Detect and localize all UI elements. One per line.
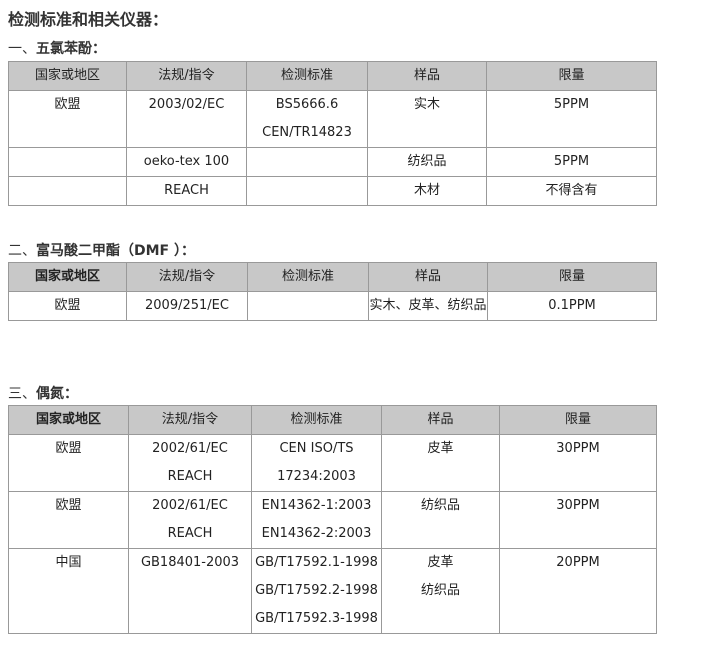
column-header: 法规/指令 bbox=[126, 61, 247, 91]
data-table: 国家或地区 法规/指令 检测标准 样品 限量 欧盟 2003/02/EC BS5666.6 CE… bbox=[8, 61, 657, 206]
table-cell bbox=[246, 176, 368, 206]
table-cell: 欧盟 bbox=[8, 90, 127, 148]
section-name: 偶氮： bbox=[36, 386, 78, 402]
column-header: 检测标准 bbox=[247, 262, 369, 292]
section-heading: 三、偶氮： bbox=[8, 383, 78, 403]
table-cell: 5PPM bbox=[486, 147, 657, 177]
page-title: 检测标准和相关仪器： bbox=[8, 10, 169, 29]
table-cell: 30PPM bbox=[499, 491, 657, 549]
section-number: 二、 bbox=[8, 243, 36, 259]
table-cell: 实木 bbox=[367, 90, 487, 148]
column-header: 法规/指令 bbox=[126, 262, 248, 292]
table-row: 欧盟 2003/02/EC BS5666.6 CEN/TR14823 实木 5PPM bbox=[8, 90, 657, 148]
column-header: 国家或地区 bbox=[8, 61, 127, 91]
table-cell: oeko-tex 100 bbox=[126, 147, 247, 177]
table-cell: 2009/251/EC bbox=[126, 291, 248, 321]
table-cell: 不得含有 bbox=[486, 176, 657, 206]
column-header: 样品 bbox=[368, 262, 488, 292]
column-header: 检测标准 bbox=[251, 405, 382, 435]
data-table: 国家或地区 法规/指令 检测标准 样品 限量 欧盟 2002/61/EC REACH CEN I… bbox=[8, 405, 657, 634]
table-cell bbox=[246, 147, 368, 177]
table-cell: 2003/02/EC bbox=[126, 90, 247, 148]
column-header: 限量 bbox=[486, 61, 657, 91]
table-cell: 30PPM bbox=[499, 434, 657, 492]
table-row: 中国 GB18401-2003 GB/T17592.1-1998 GB/T17592.… bbox=[8, 548, 657, 634]
data-table: 国家或地区 法规/指令 检测标准 样品 限量 欧盟 2009/251/EC 实木、皮革、纺织品… bbox=[8, 262, 657, 321]
table-row: 欧盟 2002/61/EC REACH EN14362-1:2003 EN14362-2… bbox=[8, 491, 657, 549]
table-cell: 2002/61/EC REACH bbox=[128, 491, 252, 549]
column-header: 限量 bbox=[499, 405, 657, 435]
table-cell: BS5666.6 CEN/TR14823 bbox=[246, 90, 368, 148]
column-header: 法规/指令 bbox=[128, 405, 252, 435]
table-header-row: 国家或地区 法规/指令 检测标准 样品 限量 bbox=[8, 262, 657, 292]
table-cell: CEN ISO/TS 17234:2003 bbox=[251, 434, 382, 492]
column-header: 限量 bbox=[487, 262, 657, 292]
table-cell: 20PPM bbox=[499, 548, 657, 634]
table-cell: 中国 bbox=[8, 548, 129, 634]
column-header: 检测标准 bbox=[246, 61, 368, 91]
table-cell: 皮革 bbox=[381, 434, 500, 492]
table-header-row: 国家或地区 法规/指令 检测标准 样品 限量 bbox=[8, 61, 657, 91]
table-cell: 皮革 纺织品 bbox=[381, 548, 500, 634]
section-number: 一、 bbox=[8, 41, 36, 57]
table-cell: 木材 bbox=[367, 176, 487, 206]
table-row: 欧盟 2002/61/EC REACH CEN ISO/TS 17234:2003 皮革 3… bbox=[8, 434, 657, 492]
section-name: 富马酸二甲酯（DMF ）： bbox=[36, 243, 195, 259]
table-cell: GB/T17592.1-1998 GB/T17592.2-1998 GB/T1759… bbox=[251, 548, 382, 634]
column-header: 样品 bbox=[367, 61, 487, 91]
table-row: 欧盟 2009/251/EC 实木、皮革、纺织品 0.1PPM bbox=[8, 291, 657, 321]
table-cell bbox=[8, 176, 127, 206]
section-heading: 二、富马酸二甲酯（DMF ）： bbox=[8, 240, 195, 260]
table-cell bbox=[8, 147, 127, 177]
table-cell: 欧盟 bbox=[8, 291, 127, 321]
table-row: oeko-tex 100 纺织品 5PPM bbox=[8, 147, 657, 177]
table-cell: 2002/61/EC REACH bbox=[128, 434, 252, 492]
table-cell: 实木、皮革、纺织品 bbox=[368, 291, 488, 321]
section-heading: 一、五氯苯酚： bbox=[8, 38, 106, 58]
table-cell: EN14362-1:2003 EN14362-2:2003 bbox=[251, 491, 382, 549]
table-cell: GB18401-2003 bbox=[128, 548, 252, 634]
table-cell: 0.1PPM bbox=[487, 291, 657, 321]
table-cell bbox=[247, 291, 369, 321]
column-header: 样品 bbox=[381, 405, 500, 435]
section-number: 三、 bbox=[8, 386, 36, 402]
table-cell: 5PPM bbox=[486, 90, 657, 148]
column-header: 国家或地区 bbox=[8, 262, 127, 292]
table-cell: 纺织品 bbox=[381, 491, 500, 549]
column-header: 国家或地区 bbox=[8, 405, 129, 435]
table-header-row: 国家或地区 法规/指令 检测标准 样品 限量 bbox=[8, 405, 657, 435]
table-cell: 欧盟 bbox=[8, 491, 129, 549]
table-row: REACH 木材 不得含有 bbox=[8, 176, 657, 206]
table-cell: REACH bbox=[126, 176, 247, 206]
section-name: 五氯苯酚： bbox=[36, 41, 106, 57]
table-cell: 欧盟 bbox=[8, 434, 129, 492]
table-cell: 纺织品 bbox=[367, 147, 487, 177]
